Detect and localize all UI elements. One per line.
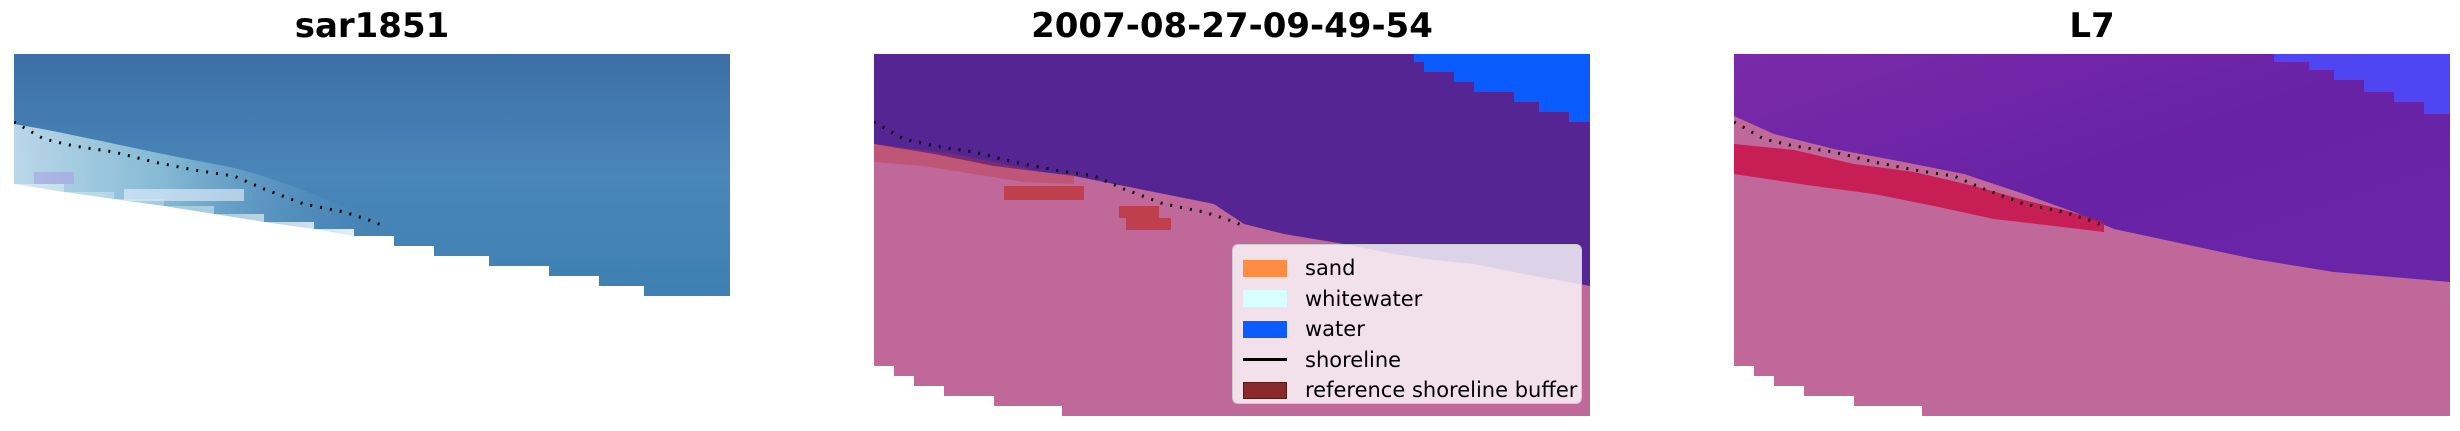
legend-item-whitewater: whitewater xyxy=(1243,284,1571,315)
panel-title-date: 2007-08-27-09-49-54 xyxy=(1031,6,1433,46)
satellite-rgb-image xyxy=(14,54,730,296)
shoreline-line-icon xyxy=(1243,358,1287,362)
legend-item-shoreline: shoreline xyxy=(1243,345,1571,376)
legend-item-sand: sand xyxy=(1243,253,1571,284)
overlay-image-panel xyxy=(1734,54,2450,416)
legend-label: sand xyxy=(1305,256,1356,281)
legend-item-water: water xyxy=(1243,314,1571,345)
overlay-map xyxy=(1734,54,2450,416)
panel-title-l7: L7 xyxy=(2069,6,2115,46)
legend-label: whitewater xyxy=(1305,286,1423,311)
sand-swatch-icon xyxy=(1243,259,1287,277)
shoreline-trace xyxy=(1734,120,2105,228)
legend-label: shoreline xyxy=(1305,347,1402,372)
whitewater-swatch-icon xyxy=(1243,290,1287,308)
shoreline-trace xyxy=(14,120,385,228)
legend-item-buffer: reference shoreline buffer xyxy=(1243,375,1577,406)
water-swatch-icon xyxy=(1243,320,1287,338)
shoreline-trace xyxy=(874,120,1245,228)
buffer-swatch-icon xyxy=(1243,381,1287,399)
panel-title-sar1851: sar1851 xyxy=(294,6,450,46)
legend-label: water xyxy=(1305,317,1365,342)
legend: sand whitewater water shoreline referenc… xyxy=(1232,244,1582,404)
satellite-image-panel xyxy=(14,54,730,416)
legend-label: reference shoreline buffer xyxy=(1305,378,1578,403)
